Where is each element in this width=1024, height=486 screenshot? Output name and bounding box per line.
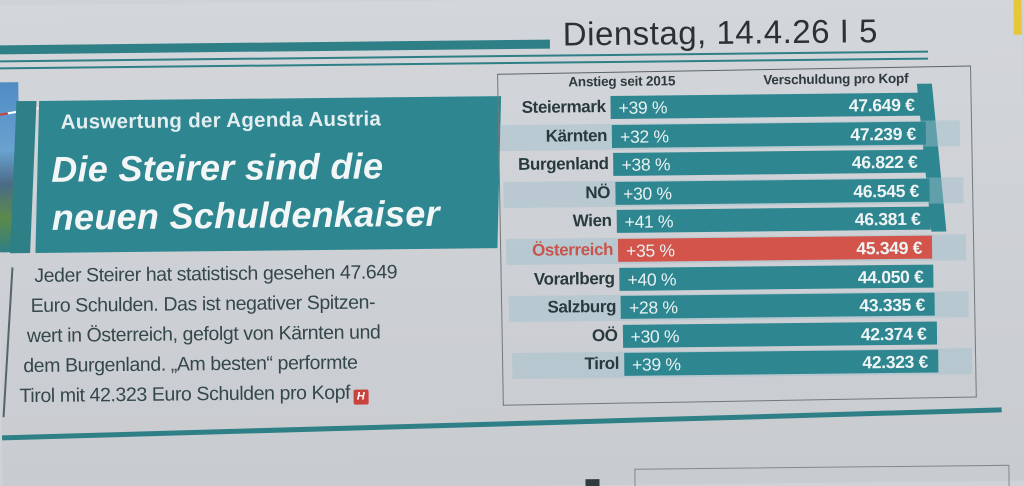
table-row: Österreich +35 % 45.349 € <box>505 234 967 266</box>
debt-value: 46.822 € <box>851 151 918 173</box>
value-bar: +38 % 46.822 € <box>613 149 928 177</box>
debt-value: 43.335 € <box>859 294 926 316</box>
body-line: wert in Österreich, gefolgt von Kärnten … <box>26 321 381 348</box>
region-name: Wien <box>572 211 612 231</box>
increase-value: +38 % <box>621 154 671 176</box>
next-article-bullet <box>585 479 600 486</box>
header-rule-thick <box>0 39 550 55</box>
increase-value: +41 % <box>624 211 674 233</box>
region-name: NÖ <box>585 182 611 203</box>
value-bar: +40 % 44.050 € <box>619 264 934 291</box>
debt-value: 47.649 € <box>848 94 915 116</box>
column-header-debt: Verschuldung pro Kopf <box>763 70 909 88</box>
increase-value: +30 % <box>622 183 672 204</box>
yellow-page-edge <box>1013 0 1022 35</box>
headline-line: Die Steirer sind die <box>50 145 384 190</box>
debt-value: 46.381 € <box>854 209 921 230</box>
body-line: Jeder Steirer hat statistisch gesehen 47… <box>34 261 398 288</box>
increase-value: +28 % <box>628 297 678 318</box>
table-row: Vorarlberg +40 % 44.050 € <box>507 263 967 294</box>
region-name: Vorarlberg <box>533 268 615 289</box>
debt-table-rows: Steiermark +39 % 47.649 € Kärnten +32 % 47.23… <box>0 0 1021 380</box>
debt-value: 47.239 € <box>850 123 917 145</box>
value-bar: +30 % 46.545 € <box>614 178 930 205</box>
debt-value: 46.545 € <box>853 180 920 202</box>
value-bar: +41 % 46.381 € <box>616 207 931 234</box>
debt-value: 44.050 € <box>857 266 924 287</box>
next-article-box <box>634 464 1010 486</box>
region-name: Steiermark <box>521 97 606 117</box>
table-row: Kärnten +32 % 47.239 € <box>499 119 961 151</box>
increase-value: +32 % <box>619 125 669 147</box>
end-mark-icon: H <box>353 389 369 405</box>
highlight-bar: +35 % 45.349 € <box>617 235 933 262</box>
body-line-last: Tirol mit 42.323 Euro Schulden pro Kopf H <box>19 376 489 411</box>
region-name: Salzburg <box>547 297 617 317</box>
increase-value: +39 % <box>618 97 668 118</box>
table-row: NÖ +30 % 46.545 € <box>502 177 964 208</box>
region-name: Kärnten <box>545 125 608 146</box>
body-line: Euro Schulden. Das ist negativer Spitzen… <box>30 291 376 318</box>
increase-value: +40 % <box>627 268 677 290</box>
table-row: Tirol +39 % 42.323 € <box>511 348 973 380</box>
debt-value: 42.374 € <box>860 323 927 345</box>
value-bar: +30 % 42.374 € <box>622 321 937 348</box>
body-line: dem Burgenland. „Am besten“ performte <box>23 351 358 378</box>
body-line: Tirol mit 42.323 Euro Schulden pro Kopf <box>19 381 351 408</box>
increase-value: +35 % <box>625 240 675 261</box>
page-date-header: Dienstag, 14.4.26 I 5 <box>562 12 879 53</box>
body-column-rule <box>2 267 14 418</box>
table-row: Steiermark +39 % 47.649 € <box>498 91 958 122</box>
headline-line: neuen Schuldenkaiser <box>51 192 441 238</box>
column-header-increase: Anstieg seit 2015 <box>568 73 676 90</box>
table-row: Salzburg +28 % 43.335 € <box>508 291 970 323</box>
value-bar: +32 % 47.239 € <box>611 121 927 148</box>
region-name: OÖ <box>591 325 618 345</box>
debt-value: 45.349 € <box>856 237 923 259</box>
debt-value: 42.323 € <box>862 352 929 373</box>
increase-value: +30 % <box>630 326 680 347</box>
table-row: Burgenland +38 % 46.822 € <box>501 148 961 179</box>
value-bar: +28 % 43.335 € <box>620 292 936 320</box>
region-name: Burgenland <box>518 154 609 175</box>
bottom-rule <box>1 407 1002 441</box>
increase-value: +39 % <box>631 354 681 376</box>
table-row: Wien +41 % 46.381 € <box>504 206 964 237</box>
article-kicker: Auswertung der Agenda Austria <box>60 107 382 134</box>
article-headline: Die Steirer sind die neuen Schuldenkaise… <box>51 141 492 242</box>
value-bar: +39 % 47.649 € <box>610 92 925 119</box>
region-name: Tirol <box>584 354 620 374</box>
table-row: OÖ +30 % 42.374 € <box>510 320 970 351</box>
region-name: Österreich <box>531 239 614 260</box>
value-bar: +39 % 42.323 € <box>623 349 939 377</box>
article-body: Jeder Steirer hat statistisch gesehen 47… <box>18 256 490 411</box>
